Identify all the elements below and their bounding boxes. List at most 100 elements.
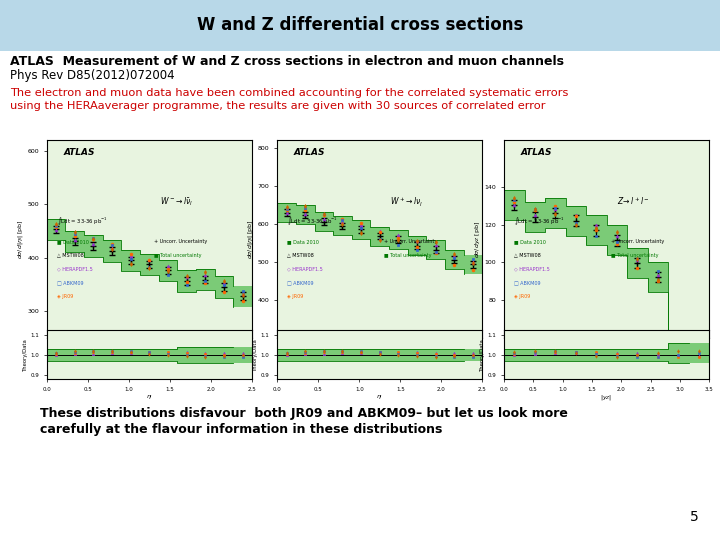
Point [549, 347, 561, 355]
Point [162, 348, 174, 357]
Text: $W^-\!\rightarrow l\bar{\nu}_l$: $W^-\!\rightarrow l\bar{\nu}_l$ [160, 195, 193, 208]
Point [337, 216, 348, 225]
Text: □ ABKM09: □ ABKM09 [287, 280, 314, 285]
Y-axis label: Theory/Data: Theory/Data [253, 339, 258, 371]
Point [143, 264, 156, 273]
Point [508, 194, 520, 202]
Point [318, 347, 330, 356]
Point [449, 350, 460, 359]
Point [181, 350, 192, 359]
Point [281, 350, 292, 359]
Point [508, 348, 520, 357]
Text: ■ Data 2010: ■ Data 2010 [57, 239, 89, 244]
Point [549, 347, 561, 356]
Point [107, 244, 118, 252]
Text: ◇ HERAPDF1.5: ◇ HERAPDF1.5 [514, 267, 550, 272]
Point [590, 221, 602, 230]
Point [590, 232, 602, 240]
Point [218, 350, 230, 359]
Point [125, 348, 137, 356]
Point [237, 289, 248, 298]
Y-axis label: $d\sigma/d|\eta_l|$ [pb]: $d\sigma/d|\eta_l|$ [pb] [246, 219, 255, 259]
Text: $\int$Ldt = 33-36 pb$^{-1}$: $\int$Ldt = 33-36 pb$^{-1}$ [514, 215, 565, 227]
Point [356, 347, 367, 356]
Point [374, 227, 386, 236]
Point [631, 349, 643, 357]
Point [199, 348, 211, 357]
Point [300, 350, 311, 359]
Text: △ MSTW08: △ MSTW08 [287, 253, 314, 258]
Point [181, 281, 192, 289]
Point [672, 347, 684, 355]
Text: □ ABKM09: □ ABKM09 [57, 280, 84, 285]
Point [181, 272, 192, 281]
Point [590, 226, 602, 234]
Point [693, 349, 705, 357]
Point [508, 198, 520, 206]
Point [218, 281, 230, 289]
Point [162, 265, 174, 273]
Point [300, 210, 311, 218]
Point [467, 350, 479, 359]
Point [449, 252, 460, 260]
Point [590, 224, 602, 233]
Point [88, 349, 99, 358]
Point [392, 348, 404, 356]
Point [374, 227, 386, 235]
Text: △ MSTW08: △ MSTW08 [514, 253, 541, 258]
Point [50, 221, 62, 230]
Point [374, 347, 386, 356]
X-axis label: $|y_Z|$: $|y_Z|$ [600, 393, 613, 402]
Point [374, 348, 386, 357]
Point [337, 220, 348, 228]
Point [529, 204, 541, 213]
Text: ◈ JR09: ◈ JR09 [57, 294, 73, 299]
Point [300, 349, 311, 357]
Point [337, 214, 348, 223]
Point [356, 221, 367, 230]
Text: These distributions disfavour  both JR09 and ABKM09– but let us look more: These distributions disfavour both JR09 … [40, 407, 567, 420]
Point [449, 349, 460, 357]
Point [143, 348, 156, 357]
Point [107, 245, 118, 254]
Text: $W^+\!\rightarrow l\nu_l$: $W^+\!\rightarrow l\nu_l$ [390, 195, 423, 209]
Point [318, 210, 330, 218]
Point [693, 349, 705, 357]
Point [549, 204, 561, 213]
Point [356, 348, 367, 356]
Point [374, 234, 386, 243]
Point [218, 279, 230, 288]
Point [218, 352, 230, 360]
Text: The electron and muon data have been combined accounting for the correlated syst: The electron and muon data have been com… [10, 89, 569, 98]
Point [411, 242, 423, 251]
Point [162, 351, 174, 360]
Point [199, 279, 211, 287]
Point [570, 349, 582, 358]
Point [411, 246, 423, 255]
Point [88, 347, 99, 356]
Point [318, 211, 330, 219]
Y-axis label: Theory/Data: Theory/Data [480, 339, 485, 371]
Point [590, 348, 602, 357]
Point [281, 209, 292, 218]
Point [237, 353, 248, 361]
Point [374, 236, 386, 245]
Point [467, 255, 479, 264]
Point [672, 351, 684, 360]
Point [570, 219, 582, 227]
Point [143, 262, 156, 271]
Point [411, 237, 423, 245]
Point [570, 221, 582, 230]
Point [508, 349, 520, 358]
Point [281, 205, 292, 213]
Point [430, 349, 441, 358]
Point [88, 234, 99, 243]
Point [392, 230, 404, 239]
Point [318, 210, 330, 219]
Point [467, 349, 479, 357]
Point [69, 350, 81, 359]
Point [356, 349, 367, 357]
Point [69, 236, 81, 245]
Point [672, 343, 684, 352]
Point [218, 277, 230, 286]
